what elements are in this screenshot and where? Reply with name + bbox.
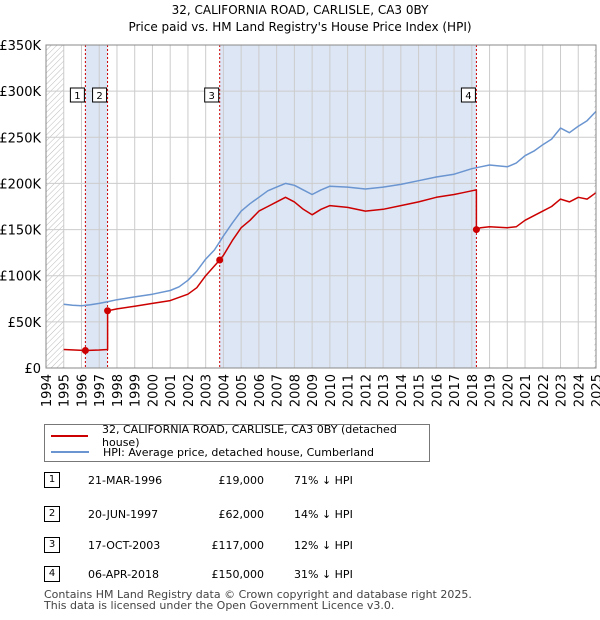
x-tick-label: 2018 [466,374,481,407]
legend: 32, CALIFORNIA ROAD, CARLISLE, CA3 0BY (… [44,423,430,462]
table-row: 1 21-MAR-1996 £19,000 71% ↓ HPI [44,472,384,492]
sale-point-3 [216,256,224,264]
x-tick-label: 2021 [519,374,534,407]
price-chart: 32, CALIFORNIA ROAD, CARLISLE, CA3 0BY P… [0,3,600,407]
x-tick-label: 2005 [235,374,250,407]
x-tick-label: 2016 [430,374,445,407]
row-date: 20-JUN-1997 [88,508,159,521]
y-tick-label: £250K [0,131,41,146]
y-tick-label: £150K [0,224,41,239]
row-price: £62,000 [218,508,265,521]
x-tick-label: 2014 [395,374,410,407]
x-tick-label: 2012 [359,374,374,407]
row-number: 1 [44,472,60,488]
sale-label-3: 3 [204,87,220,103]
sale-label-text: 4 [465,91,471,102]
y-tick-label: £300K [0,85,41,100]
sale-label-box [460,87,476,103]
legend-swatch-hpi [51,451,89,453]
sale-label-box [92,87,108,103]
y-tick-label: £350K [0,39,41,54]
x-tick-label: 2006 [253,374,268,407]
legend-swatch-property [51,435,89,437]
plot-border [45,44,597,369]
hatched-area-after [594,45,596,368]
x-tick-label: 2000 [146,374,161,407]
x-tick-label: 2019 [484,374,499,407]
sale-label-2: 2 [92,87,108,103]
footer: Contains HM Land Registry data © Crown c… [44,589,472,611]
sale-point-4 [472,226,480,234]
table-row: 2 20-JUN-1997 £62,000 14% ↓ HPI [44,506,384,526]
row-date: 21-MAR-1996 [88,474,163,487]
x-tick-label: 2004 [217,374,232,407]
x-tick-label: 2024 [572,374,587,407]
y-tick-label: £0 [24,362,41,377]
x-tick-label: 2020 [501,374,516,407]
footer-line-2: This data is licensed under the Open Gov… [44,599,395,612]
row-date: 06-APR-2018 [88,568,160,581]
x-tick-label: 2023 [555,374,570,407]
x-tick-label: 2013 [377,374,392,407]
hatched-area-before [46,45,64,368]
sale-label-text: 3 [209,91,215,102]
legend-label-hpi: HPI: Average price, detached house, Cumb… [103,445,375,459]
table-row: 3 17-OCT-2003 £117,000 12% ↓ HPI [44,537,384,557]
x-tick-label: 2001 [164,374,179,407]
sale-label-box [69,87,85,103]
chart-title: 32, CALIFORNIA ROAD, CARLISLE, CA3 0BY [172,3,429,17]
row-hpi: 14% ↓ HPI [294,508,353,521]
chart-subtitle: Price paid vs. HM Land Registry's House … [128,20,471,34]
sale-label-text: 1 [74,91,80,102]
row-number: 3 [44,537,60,553]
legend-item-hpi: HPI: Average price, detached house, Cumb… [51,444,374,460]
legend-item-property: 32, CALIFORNIA ROAD, CARLISLE, CA3 0BY (… [51,423,429,449]
x-tick-label: 1999 [129,374,144,407]
x-tick-label: 2025 [590,374,600,407]
x-tick-label: 2017 [448,374,463,407]
footer-line-1: Contains HM Land Registry data © Crown c… [44,588,472,601]
sale-label-1: 1 [69,87,85,103]
sale-label-4: 4 [460,87,476,103]
x-tick-label: 2007 [271,374,286,407]
row-date: 17-OCT-2003 [88,539,161,552]
x-tick-label: 1996 [75,374,90,407]
x-tick-label: 2009 [306,374,321,407]
row-price: £150,000 [211,568,265,581]
y-tick-label: £200K [0,177,41,192]
x-tick-label: 2002 [182,374,197,407]
row-number: 2 [44,506,60,522]
hpi-line [63,110,597,307]
sale-point-2 [104,307,112,315]
x-tick-label: 1995 [58,374,73,407]
row-hpi: 71% ↓ HPI [294,474,353,487]
x-tick-label: 1997 [93,374,108,407]
x-tick-label: 1994 [40,374,55,407]
row-hpi: 31% ↓ HPI [294,568,353,581]
x-tick-label: 2015 [413,374,428,407]
sale-label-box [204,87,220,103]
y-tick-label: £100K [0,270,41,285]
x-tick-label: 2008 [288,374,303,407]
x-tick-label: 2010 [324,374,339,407]
row-hpi: 12% ↓ HPI [294,539,353,552]
table-row: 4 06-APR-2018 £150,000 31% ↓ HPI [44,566,384,586]
x-tick-label: 2003 [200,374,215,407]
y-tick-label: £50K [8,316,42,331]
x-tick-label: 1998 [111,374,126,407]
row-number: 4 [44,566,60,582]
row-price: £117,000 [211,539,265,552]
sale-label-text: 2 [96,91,102,102]
row-price: £19,000 [218,474,265,487]
x-tick-label: 2011 [342,374,357,407]
shaded-span-1 [85,45,108,368]
x-tick-label: 2022 [537,374,552,407]
property-price-line [63,189,597,352]
legend-label-property: 32, CALIFORNIA ROAD, CARLISLE, CA3 0BY (… [102,423,397,449]
sale-point-1 [81,346,89,354]
